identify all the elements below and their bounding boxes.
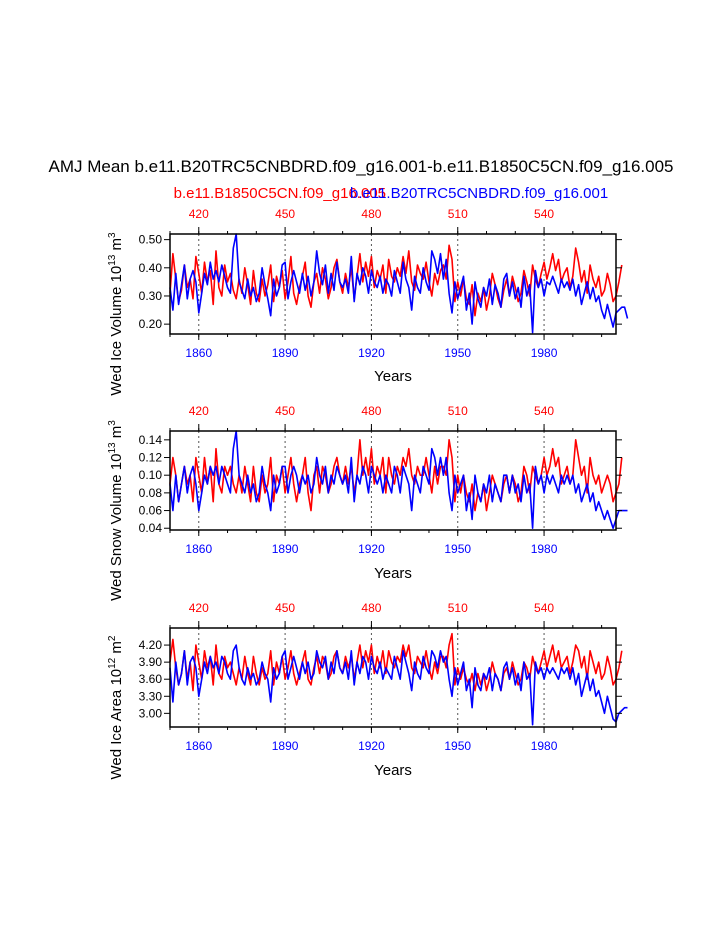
y-axis-label-exponent: 12	[107, 657, 118, 669]
x-tick-label-top: 510	[448, 601, 468, 615]
y-axis-label: Wed Snow Volume 1013 m3	[107, 420, 125, 601]
x-tick-label-bottom: 1980	[531, 542, 558, 556]
panel-snow-volume: 1860 1890 1920 1950 1980 420 450 480 510 540 0.04 0…	[107, 404, 628, 601]
y-tick-label: 0.10	[139, 468, 163, 482]
x-tick-label-bottom: 1920	[358, 346, 385, 360]
x-tick-label-bottom: 1890	[272, 542, 299, 556]
y-axis-label-exponent: 2	[107, 635, 118, 641]
x-tick-label-bottom: 1860	[185, 346, 212, 360]
x-tick-label-top: 480	[361, 601, 381, 615]
x-tick-label-bottom: 1920	[358, 739, 385, 753]
y-tick-label: 3.00	[139, 706, 163, 720]
y-tick-label: 0.08	[139, 486, 163, 500]
y-axis-label-exponent: 3	[107, 232, 118, 238]
x-axis-label: Years	[374, 762, 412, 779]
x-axis-label: Years	[374, 368, 412, 385]
y-tick-label: 3.90	[139, 655, 163, 669]
legend-blue-case: b.e11.B20TRC5CNBDRD.f09_g16.001	[350, 185, 608, 202]
x-tick-label-top: 480	[361, 404, 381, 418]
series-line-blue	[169, 644, 628, 726]
x-tick-label-bottom: 1860	[185, 739, 212, 753]
y-axis-label-part: Wed Ice Area 10	[108, 669, 125, 780]
y-tick-label: 0.04	[139, 521, 163, 535]
y-axis-label-part: Wed Snow Volume 10	[108, 454, 125, 601]
x-tick-label-top: 450	[275, 404, 295, 418]
y-axis-label-part: m	[108, 426, 125, 443]
series-line-red	[169, 438, 623, 512]
series-line-blue	[169, 233, 629, 334]
x-tick-label-bottom: 1980	[531, 739, 558, 753]
x-tick-label-top: 540	[534, 601, 554, 615]
x-tick-label-top: 420	[189, 601, 209, 615]
y-tick-label: 0.06	[139, 504, 163, 518]
x-tick-label-bottom: 1950	[444, 739, 471, 753]
x-tick-label-top: 450	[275, 207, 295, 221]
panel-ice-area: 1860 1890 1920 1950 1980 420 450 480 510 540 3.00 3…	[107, 601, 628, 779]
x-tick-label-bottom: 1920	[358, 542, 385, 556]
y-tick-label: 3.60	[139, 672, 163, 686]
panel-ice-volume: 1860 1890 1920 1950 1980 420 450 480 510 540 0.20 0…	[107, 207, 629, 396]
x-axis-label: Years	[374, 565, 412, 582]
plot-frame	[169, 233, 617, 335]
y-tick-label: 0.14	[139, 433, 163, 447]
y-axis-label-exponent: 13	[107, 442, 118, 454]
x-tick-label-top: 510	[448, 404, 468, 418]
y-axis-label-exponent: 3	[107, 420, 118, 426]
figure-title: AMJ Mean b.e11.B20TRC5CNBDRD.f09_g16.001…	[49, 157, 674, 176]
x-tick-label-top: 510	[448, 207, 468, 221]
y-axis-label-part: Wed Ice Volume 10	[108, 266, 125, 396]
series-line-blue	[169, 430, 628, 530]
y-axis-label-part: m	[108, 641, 125, 658]
x-tick-label-top: 480	[361, 207, 381, 221]
x-tick-label-top: 420	[189, 207, 209, 221]
x-tick-label-bottom: 1950	[444, 346, 471, 360]
x-tick-label-bottom: 1890	[272, 739, 299, 753]
y-axis-label-part: m	[108, 238, 125, 255]
y-tick-label: 0.50	[139, 233, 163, 247]
x-tick-label-top: 450	[275, 601, 295, 615]
plot-frame	[169, 430, 617, 531]
y-axis-label: Wed Ice Area 1012 m2	[107, 635, 125, 779]
y-tick-label: 0.20	[139, 317, 163, 331]
legend-red-case: b.e11.B1850C5CN.f09_g16.005	[174, 185, 386, 202]
x-tick-label-top: 540	[534, 207, 554, 221]
x-tick-label-top: 540	[534, 404, 554, 418]
x-tick-label-bottom: 1890	[272, 346, 299, 360]
y-tick-label: 0.40	[139, 261, 163, 275]
y-tick-label: 0.30	[139, 289, 163, 303]
y-tick-label: 0.12	[139, 451, 163, 465]
x-tick-label-bottom: 1860	[185, 542, 212, 556]
plot-frame	[169, 627, 617, 728]
panels: 1860 1890 1920 1950 1980 420 450 480 510 540 0.20 0…	[107, 207, 629, 779]
x-tick-label-top: 420	[189, 404, 209, 418]
y-tick-label: 4.20	[139, 638, 163, 652]
x-tick-label-bottom: 1980	[531, 346, 558, 360]
y-tick-label: 3.30	[139, 689, 163, 703]
y-axis-label-exponent: 13	[107, 254, 118, 266]
x-tick-label-bottom: 1950	[444, 542, 471, 556]
y-axis-label: Wed Ice Volume 1013 m3	[107, 232, 125, 396]
